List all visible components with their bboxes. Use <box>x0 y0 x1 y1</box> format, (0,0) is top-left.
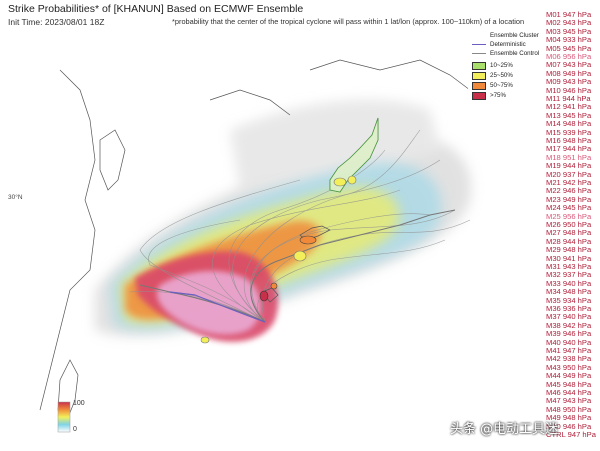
probability-note: *probability that the center of the trop… <box>172 17 525 26</box>
legend-swatch-gt75 <box>472 92 486 100</box>
map-title: Strike Probabilities* of [KHANUN] Based … <box>8 3 304 15</box>
member-entry: M30 941 hPa <box>546 253 592 263</box>
member-entry: M06 956 hPa <box>546 52 592 61</box>
strike-probability-map[interactable] <box>0 30 542 446</box>
member-entry: M15 939 hPa <box>546 127 592 137</box>
legend: Ensemble Cluster Deterministic Ensemble … <box>468 30 540 104</box>
deterministic-track <box>169 291 266 323</box>
member-entry: M35 934 hPa <box>546 295 592 305</box>
probability-bands <box>110 162 442 342</box>
member-entry: M46 944 hPa <box>546 388 592 397</box>
member-entry: M43 950 hPa <box>546 362 592 372</box>
member-entry: M50 946 hPa <box>546 421 592 431</box>
member-entry: M25 956 hPa <box>546 211 592 221</box>
member-entry: M44 949 hPa <box>546 371 592 381</box>
member-entry: M24 945 hPa <box>546 203 592 213</box>
member-entry: M05 945 hPa <box>546 43 592 53</box>
member-entry: M20 937 hPa <box>546 169 592 179</box>
member-entry: M10 946 hPa <box>546 85 592 95</box>
member-entry: M45 948 hPa <box>546 379 592 389</box>
member-entry: M34 948 hPa <box>546 287 592 297</box>
member-entry: M40 940 hPa <box>546 337 592 347</box>
member-entry: M29 948 hPa <box>546 245 592 255</box>
legend-swatch-25-50 <box>472 72 486 80</box>
init-time: Init Time: 2023/08/01 18Z <box>8 17 105 27</box>
member-entry: M47 943 hPa <box>546 396 592 406</box>
member-entry: M27 948 hPa <box>546 228 592 238</box>
member-entry: M01 947 hPa <box>546 10 592 19</box>
colorbar-min-label: 0 <box>73 426 77 433</box>
member-entry: M17 944 hPa <box>546 144 592 154</box>
member-entry: M22 946 hPa <box>546 186 592 196</box>
member-entry: M41 947 hPa <box>546 346 592 355</box>
member-entry: M11 944 hPa <box>546 94 591 103</box>
land-outlines-gt75 <box>259 290 269 302</box>
member-entry: M42 938 hPa <box>546 354 592 364</box>
member-entry: M14 948 hPa <box>546 119 592 129</box>
land-outlines-10-25 <box>329 117 379 193</box>
member-entry: M21 942 hPa <box>546 178 592 187</box>
deterministic-line-icon <box>472 44 486 45</box>
member-entry: M38 942 hPa <box>546 320 592 330</box>
member-entry: M02 943 hPa <box>546 18 592 28</box>
member-entry: M08 949 hPa <box>546 68 592 78</box>
member-entry: M37 940 hPa <box>546 312 592 322</box>
member-entry: M36 936 hPa <box>546 304 592 313</box>
member-entry: CTRL 947 hPa <box>546 430 596 439</box>
member-entry: M09 943 hPa <box>546 77 592 87</box>
member-entry: M03 945 hPa <box>546 26 592 36</box>
member-entry: M33 940 hPa <box>546 278 592 288</box>
control-line-icon <box>472 53 486 54</box>
member-entry: M39 946 hPa <box>546 329 592 339</box>
legend-swatch-10-25 <box>472 62 486 70</box>
colorbar-max-label: 100 <box>73 400 85 407</box>
member-entry: M07 943 hPa <box>546 60 592 70</box>
member-entry: M26 950 hPa <box>546 220 592 229</box>
member-entry: M19 944 hPa <box>546 161 592 171</box>
core-highest <box>156 270 261 335</box>
member-entry: M23 949 hPa <box>546 194 592 204</box>
member-entry: M16 948 hPa <box>546 136 592 145</box>
member-entry: M12 941 hPa <box>546 102 592 112</box>
member-entry: M13 945 hPa <box>546 110 592 120</box>
member-entry: M31 943 hPa <box>546 262 592 271</box>
member-entry: M04 933 hPa <box>546 35 592 45</box>
member-entry: M18 951 hPa <box>546 152 592 162</box>
land-outlines-50-75 <box>270 235 317 290</box>
colorbar <box>57 401 71 433</box>
member-entry: M49 948 hPa <box>546 413 592 423</box>
member-pressure-list: M01 947 hPa M02 943 hPa M03 945 hPa M04 933… <box>542 10 600 446</box>
land-outlines-25-50 <box>200 175 357 344</box>
legend-swatch-50-75 <box>472 82 486 90</box>
header: Strike Probabilities* of [KHANUN] Based … <box>0 0 542 30</box>
member-entry: M28 944 hPa <box>546 236 592 246</box>
member-entry: M32 937 hPa <box>546 270 592 280</box>
map-canvas <box>39 59 472 433</box>
member-entry: M48 950 hPa <box>546 404 592 414</box>
latitude-label: 30°N <box>8 194 23 201</box>
watermark: 头条 @电动工具迷 <box>450 422 559 437</box>
